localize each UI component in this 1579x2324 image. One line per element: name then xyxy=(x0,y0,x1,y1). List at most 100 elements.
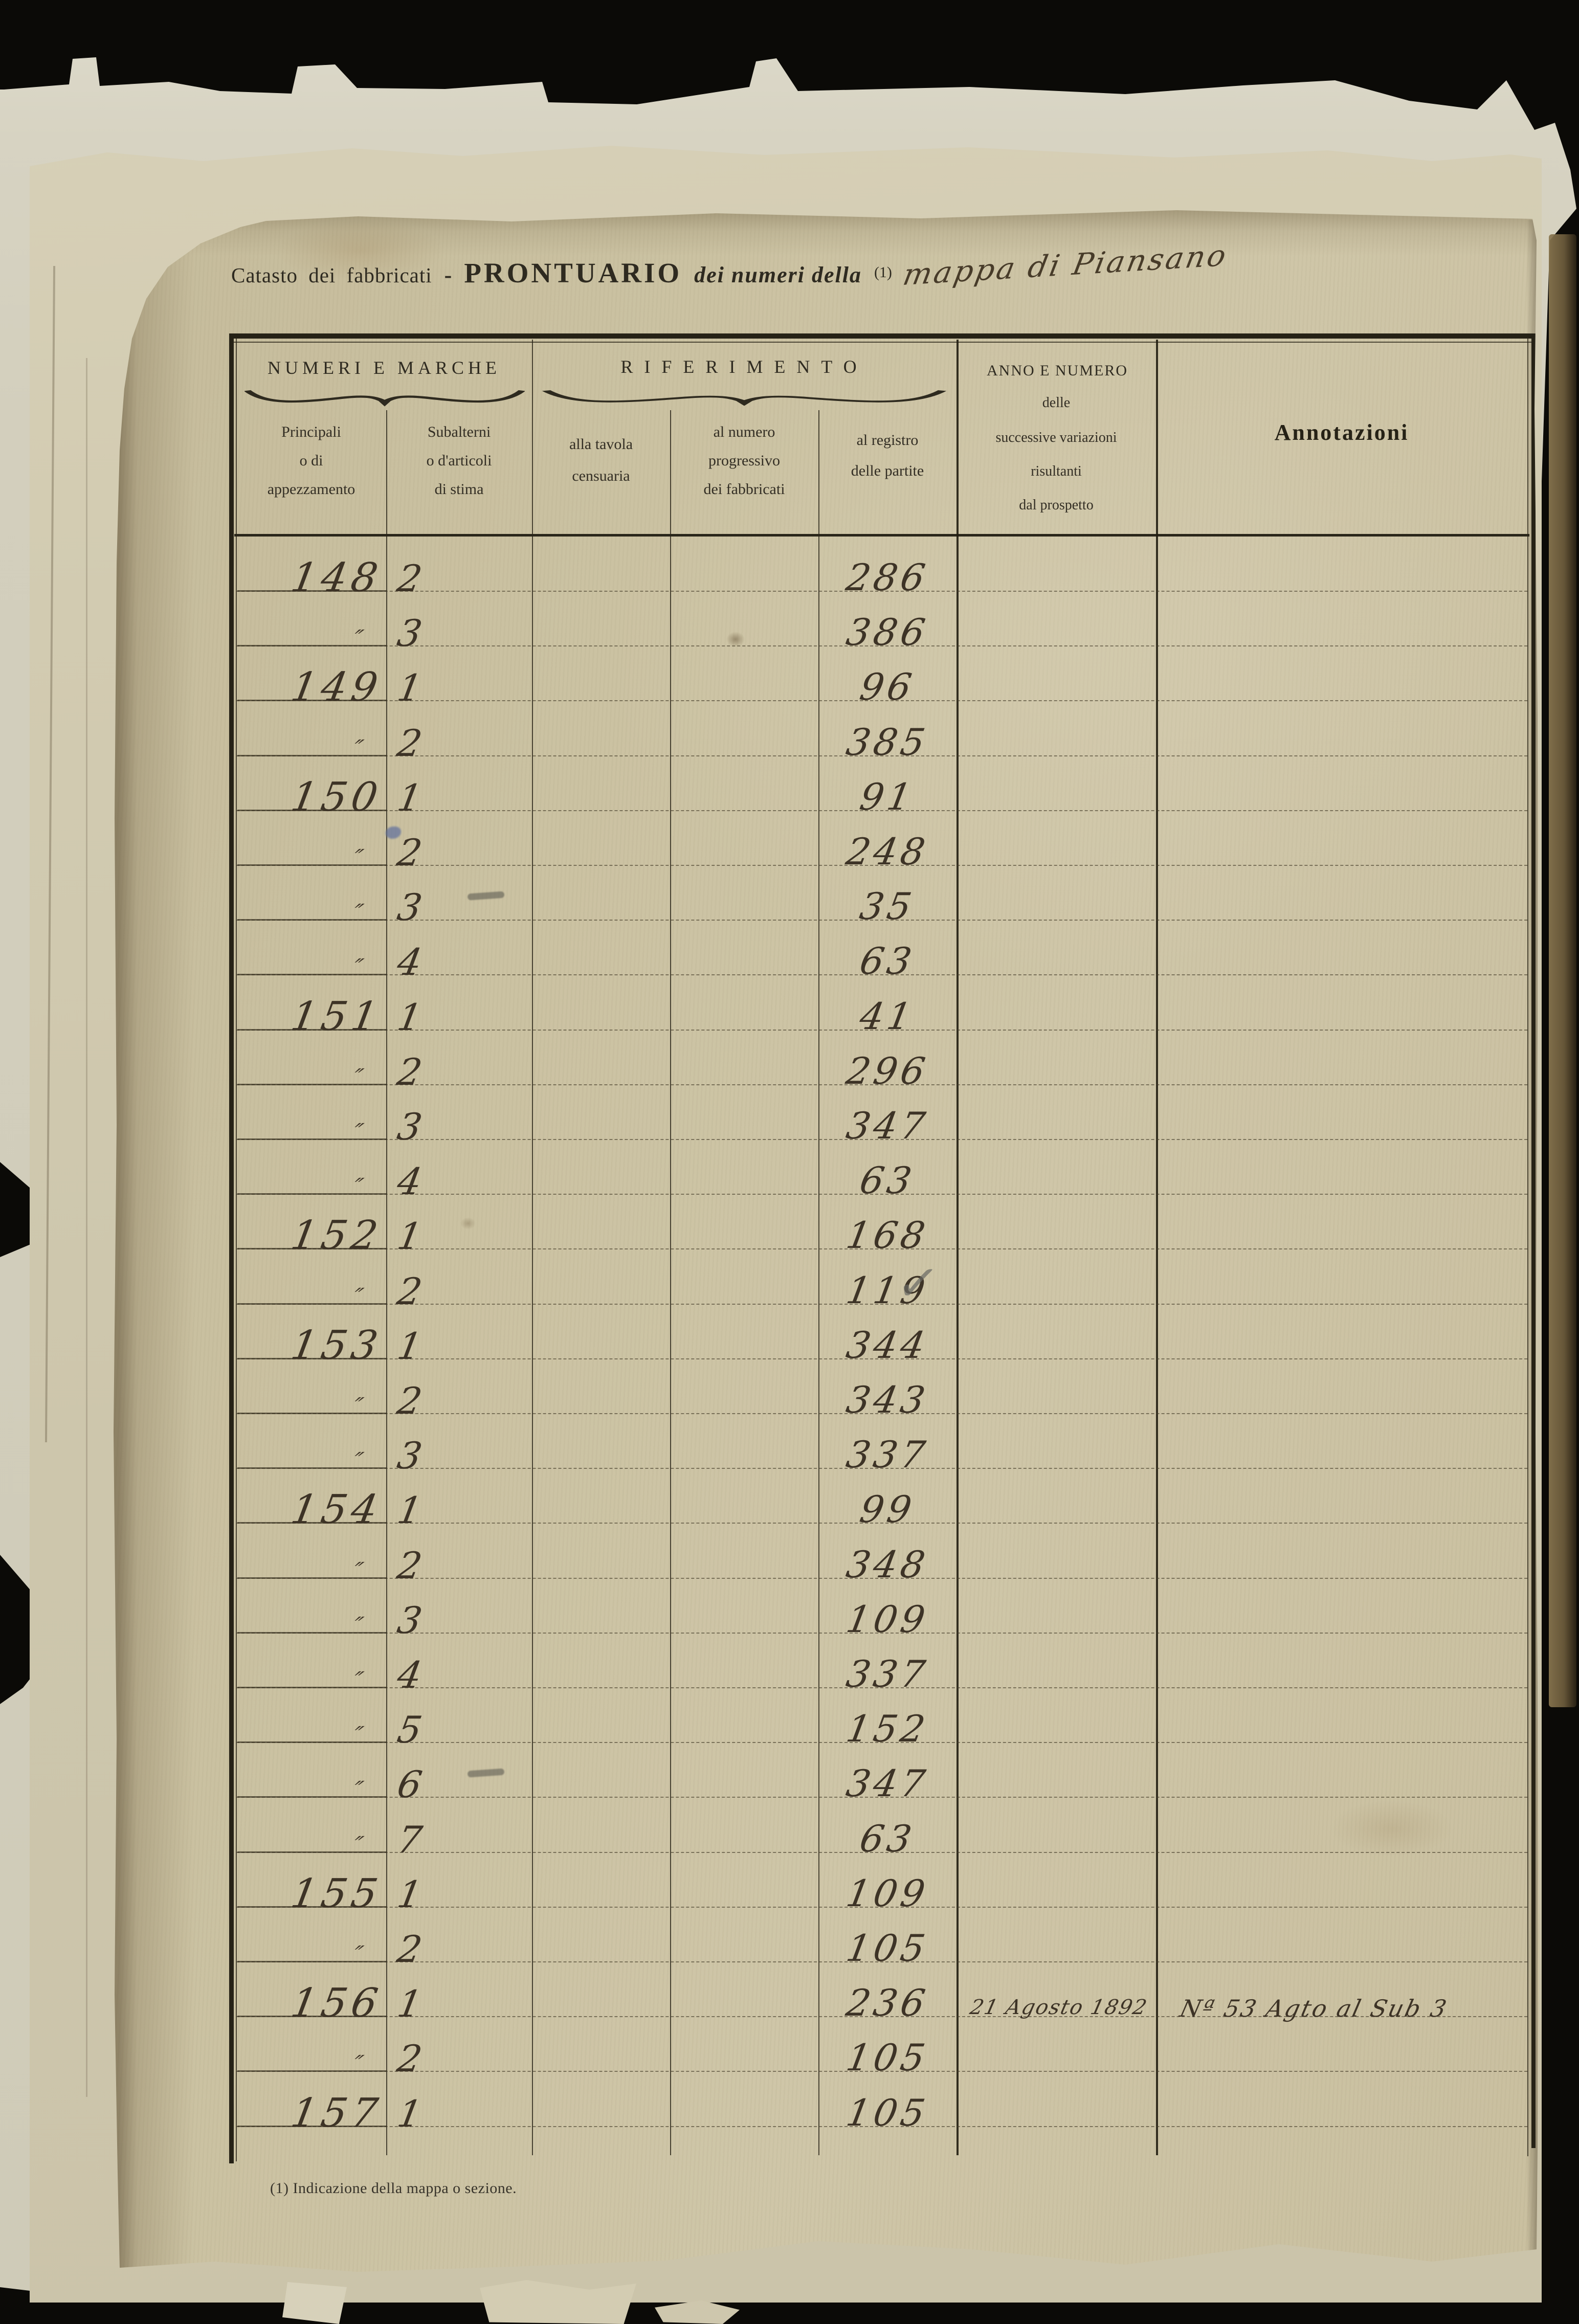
col-header-anno: delle xyxy=(1042,395,1071,411)
paper-stain xyxy=(1330,1800,1453,1857)
paper-stain xyxy=(726,632,745,647)
title-footnote-ref: (1) xyxy=(874,264,892,281)
col-header-anno: successive variazioni xyxy=(995,430,1117,445)
row-rule-segment xyxy=(237,2070,387,2072)
table-border-right xyxy=(1531,333,1536,2148)
col-header-subalterni: di stima xyxy=(434,481,484,498)
table-row: ″ 4 63 xyxy=(236,921,1527,984)
row-rule-segment xyxy=(237,1796,387,1798)
row-rule-segment xyxy=(237,700,387,702)
paper-stain xyxy=(276,220,445,281)
col-header-registro: al registro xyxy=(856,432,919,449)
brace-icon xyxy=(542,386,946,407)
row-rule-segment xyxy=(237,1193,387,1195)
cell-principali: 157 xyxy=(287,2090,386,2136)
col-header-anno: risultanti xyxy=(1031,463,1082,479)
row-rule-segment xyxy=(237,754,387,756)
table-border-left xyxy=(229,333,234,2163)
col-header-progressivo: al numero xyxy=(713,423,775,440)
table-row: 150 1 91 xyxy=(236,756,1527,820)
group-header-numeri-e-marche: NUMERI E MARCHE xyxy=(267,357,501,378)
col-header-tavola: censuaria xyxy=(572,467,630,484)
col-header-principali: appezzamento xyxy=(267,481,355,498)
column-divider xyxy=(670,410,671,2155)
column-divider xyxy=(386,410,387,2155)
row-rule-segment xyxy=(237,1303,387,1305)
table-border-top-inner xyxy=(229,342,1536,343)
row-rule-segment xyxy=(237,645,387,647)
table-row: ″ 2 105 xyxy=(236,2017,1527,2080)
row-rule-segment xyxy=(237,1522,387,1524)
paper-fragment xyxy=(282,2282,347,2324)
table-row: 157 1 105 xyxy=(236,2072,1527,2136)
pencil-dash-mark xyxy=(467,1768,505,1778)
row-rule-segment xyxy=(237,1687,387,1688)
row-rule-segment xyxy=(237,2016,387,2018)
title-main: PRONTUARIO xyxy=(464,257,682,288)
row-rule-segment xyxy=(237,2125,387,2127)
row-rule-segment xyxy=(237,974,387,976)
table-row: 152 1 168 xyxy=(236,1195,1527,1259)
row-rule-segment xyxy=(237,1632,387,1634)
table-row: ″ 3 35 xyxy=(236,866,1527,929)
table-row: ″ 2 348 xyxy=(236,1524,1527,1587)
col-header-principali: o di xyxy=(299,452,323,469)
table-row: 154 1 99 xyxy=(236,1469,1527,1533)
group-header-anno-e-numero: ANNO E NUMERO xyxy=(987,362,1128,379)
table-row: ″ 2 343 xyxy=(236,1359,1527,1422)
row-rule-segment xyxy=(237,1248,387,1250)
column-divider xyxy=(1156,340,1158,2155)
column-divider xyxy=(532,340,533,2155)
col-header-tavola: alla tavola xyxy=(569,436,633,453)
table-row: ″ 4 337 xyxy=(236,1634,1527,1696)
table-row: ″ 5 152 xyxy=(236,1688,1527,1751)
table-row: ″ 3 347 xyxy=(236,1085,1527,1148)
table-row: 148 2 286 xyxy=(236,537,1527,601)
row-rule-segment xyxy=(237,1083,387,1085)
row-rule-segment xyxy=(237,1851,387,1853)
document-title: Catasto dei fabbricati - PRONTUARIO dei … xyxy=(231,238,1459,316)
table-row: 156 1 236 21 Agosto 1892 Nª 53 Agto al Sub 3 xyxy=(236,1962,1527,2026)
table-border-right-inner xyxy=(1527,338,1528,2156)
table-row: ″ 3 386 xyxy=(236,592,1527,655)
prontuario-table: NUMERI E MARCHE RIFERIMENTO ANNO E NUMER… xyxy=(229,333,1539,2164)
column-divider xyxy=(957,340,959,2155)
title-prefix: Catasto dei fabbricati xyxy=(231,263,432,287)
table-border-top xyxy=(229,333,1536,339)
row-rule-segment xyxy=(237,1577,387,1579)
table-row: ″ 6 347 xyxy=(236,1743,1527,1806)
table-row: 155 1 109 xyxy=(236,1853,1527,1917)
table-row: ″ 2 385 xyxy=(236,702,1527,765)
table-row: ″ 7 63 xyxy=(236,1798,1527,1861)
group-header-riferimento: RIFERIMENTO xyxy=(620,356,868,377)
row-rule-segment xyxy=(237,1741,387,1744)
table-body: 148 2 286 ″ 3 386 149 1 96 ″ 2 385 150 1 91 ″ 2 248 ″ 3 35 ″ 4… xyxy=(229,333,1539,2164)
paper-crease xyxy=(86,358,87,2097)
row-rule-segment xyxy=(237,1138,387,1140)
table-row: 149 1 96 xyxy=(236,646,1527,710)
table-row: ″ 4 63 xyxy=(236,1140,1527,1203)
paper-stain xyxy=(460,1217,476,1230)
table-row: ″ 2 119 ✓ xyxy=(236,1250,1527,1313)
row-rule-segment xyxy=(237,590,387,592)
adjacent-page-edge xyxy=(1549,234,1576,1707)
table-row: ″ 3 337 xyxy=(236,1414,1527,1477)
col-header-principali: Principali xyxy=(281,423,341,440)
paper-fragment xyxy=(480,2280,636,2324)
cell-anno-variazione: 21 Agosto 1892 xyxy=(967,1996,1150,2020)
table-row: ″ 2 248 xyxy=(236,811,1527,874)
footnote: (1) Indicazione della mappa o sezione. xyxy=(270,2180,517,2197)
title-continuation: dei numeri della xyxy=(694,262,862,287)
row-rule-segment xyxy=(237,1029,387,1031)
table-row: 153 1 344 xyxy=(236,1305,1527,1369)
row-rule-segment xyxy=(237,1467,387,1469)
col-header-progressivo: dei fabbricati xyxy=(703,481,785,498)
cell-subalterni: 1 xyxy=(394,2092,426,2135)
column-divider xyxy=(818,410,819,2155)
title-handwritten-place: mappa di Piansano xyxy=(900,238,1231,293)
row-rule-segment xyxy=(237,1961,387,1962)
col-header-subalterni: o d'articoli xyxy=(426,452,492,469)
table-row: ″ 3 109 xyxy=(236,1579,1527,1642)
